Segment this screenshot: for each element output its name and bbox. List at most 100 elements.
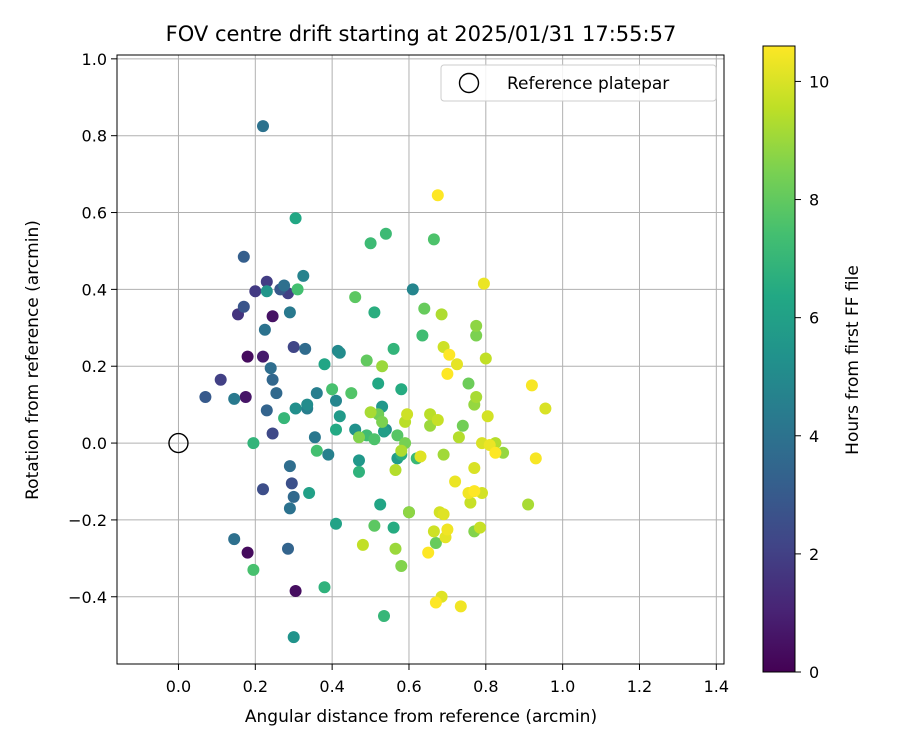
data-points xyxy=(199,120,552,644)
data-point xyxy=(529,452,542,465)
data-point xyxy=(353,465,365,478)
y-axis-label: Rotation from reference (arcmin) xyxy=(23,220,43,500)
y-tick-label: 0.0 xyxy=(82,434,107,453)
data-point xyxy=(360,354,373,367)
x-tick-label: 1.0 xyxy=(550,677,575,696)
data-point xyxy=(539,402,552,415)
x-axis-label: Angular distance from reference (arcmin) xyxy=(245,707,597,727)
data-point xyxy=(247,563,260,576)
x-tick-label: 0.8 xyxy=(473,677,498,696)
data-point xyxy=(437,448,450,461)
data-point xyxy=(260,404,273,417)
legend-label-reference: Reference platepar xyxy=(507,74,669,94)
data-point xyxy=(522,498,535,511)
data-point xyxy=(489,446,502,459)
data-point xyxy=(303,487,316,499)
data-point xyxy=(330,423,342,436)
data-point xyxy=(266,310,279,323)
data-point xyxy=(374,498,387,511)
data-point xyxy=(318,581,331,594)
data-point xyxy=(401,408,414,421)
data-point xyxy=(468,485,481,498)
reference-marker xyxy=(168,432,189,454)
y-tick-label: 0.8 xyxy=(82,127,107,146)
data-point xyxy=(257,350,269,363)
data-point xyxy=(378,425,390,438)
data-point xyxy=(462,377,475,390)
data-point xyxy=(318,358,331,371)
data-point xyxy=(310,387,323,400)
data-point xyxy=(330,517,342,530)
data-point xyxy=(260,275,273,288)
data-point xyxy=(470,329,483,342)
legend-marker-reference xyxy=(458,72,480,94)
data-point xyxy=(387,342,400,355)
data-point xyxy=(437,508,450,521)
colorbar-tick-label: 10 xyxy=(809,72,829,91)
data-point xyxy=(525,379,538,392)
data-point xyxy=(389,542,402,555)
x-tick-label: 0.6 xyxy=(396,677,421,696)
data-point xyxy=(441,523,454,536)
data-point xyxy=(326,383,339,396)
data-point xyxy=(257,120,269,133)
data-point xyxy=(451,358,463,371)
data-point xyxy=(391,429,404,442)
data-point xyxy=(474,521,486,534)
data-point xyxy=(403,506,415,519)
data-point xyxy=(266,373,279,386)
data-point xyxy=(395,444,408,457)
colorbar-tick-label: 4 xyxy=(809,427,819,446)
data-point xyxy=(368,433,381,446)
x-tick-label: 0.2 xyxy=(243,677,268,696)
data-point xyxy=(287,631,300,644)
legend: Reference platepar xyxy=(440,64,717,102)
data-point xyxy=(364,237,377,250)
data-point xyxy=(249,285,262,298)
data-point xyxy=(364,406,377,419)
data-point xyxy=(479,352,492,365)
data-point xyxy=(299,342,312,355)
data-point xyxy=(441,367,454,380)
y-tick-label: −0.2 xyxy=(68,511,107,530)
data-point xyxy=(395,383,408,396)
colorbar-label: Hours from first FF file xyxy=(843,265,863,455)
data-point xyxy=(468,462,481,474)
data-point xyxy=(372,377,385,390)
y-axis-ticks: −0.4 −0.2 0.0 0.2 0.4 0.6 0.8 1.0 xyxy=(68,50,117,607)
data-point xyxy=(239,391,252,403)
data-point xyxy=(349,291,362,304)
data-point xyxy=(270,387,283,400)
data-point xyxy=(278,412,291,425)
colorbar-tick-label: 6 xyxy=(809,309,819,328)
data-point xyxy=(443,348,456,361)
data-point xyxy=(376,360,389,373)
data-point xyxy=(333,410,346,423)
data-point xyxy=(464,496,477,509)
x-tick-label: 0.0 xyxy=(166,677,191,696)
y-tick-label: 0.4 xyxy=(82,280,107,299)
data-point xyxy=(422,546,435,559)
data-point xyxy=(333,346,346,359)
data-point xyxy=(414,450,427,463)
colorbar-ticks: 0 2 4 6 8 10 xyxy=(795,72,829,682)
data-point xyxy=(301,398,314,411)
data-point xyxy=(368,519,381,532)
x-tick-label: 0.4 xyxy=(319,677,344,696)
data-point xyxy=(247,437,260,450)
data-point xyxy=(258,323,271,336)
data-point xyxy=(470,319,483,332)
data-point xyxy=(429,537,442,549)
grid-lines xyxy=(117,55,724,664)
data-point xyxy=(356,538,369,551)
data-point xyxy=(431,414,444,426)
data-point xyxy=(289,585,302,597)
data-point xyxy=(278,279,291,292)
data-point xyxy=(431,189,444,202)
data-point xyxy=(241,546,254,559)
data-point xyxy=(481,410,494,423)
plot-frame xyxy=(116,54,725,665)
data-point xyxy=(285,477,298,490)
colorbar-tick-label: 8 xyxy=(809,191,819,210)
data-point xyxy=(228,392,241,405)
